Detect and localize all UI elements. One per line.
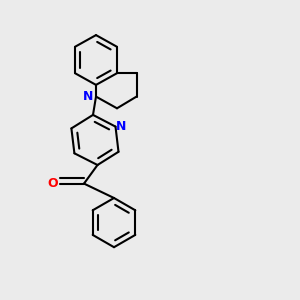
Text: N: N: [116, 120, 127, 133]
Text: N: N: [83, 90, 94, 103]
Text: O: O: [47, 177, 58, 190]
